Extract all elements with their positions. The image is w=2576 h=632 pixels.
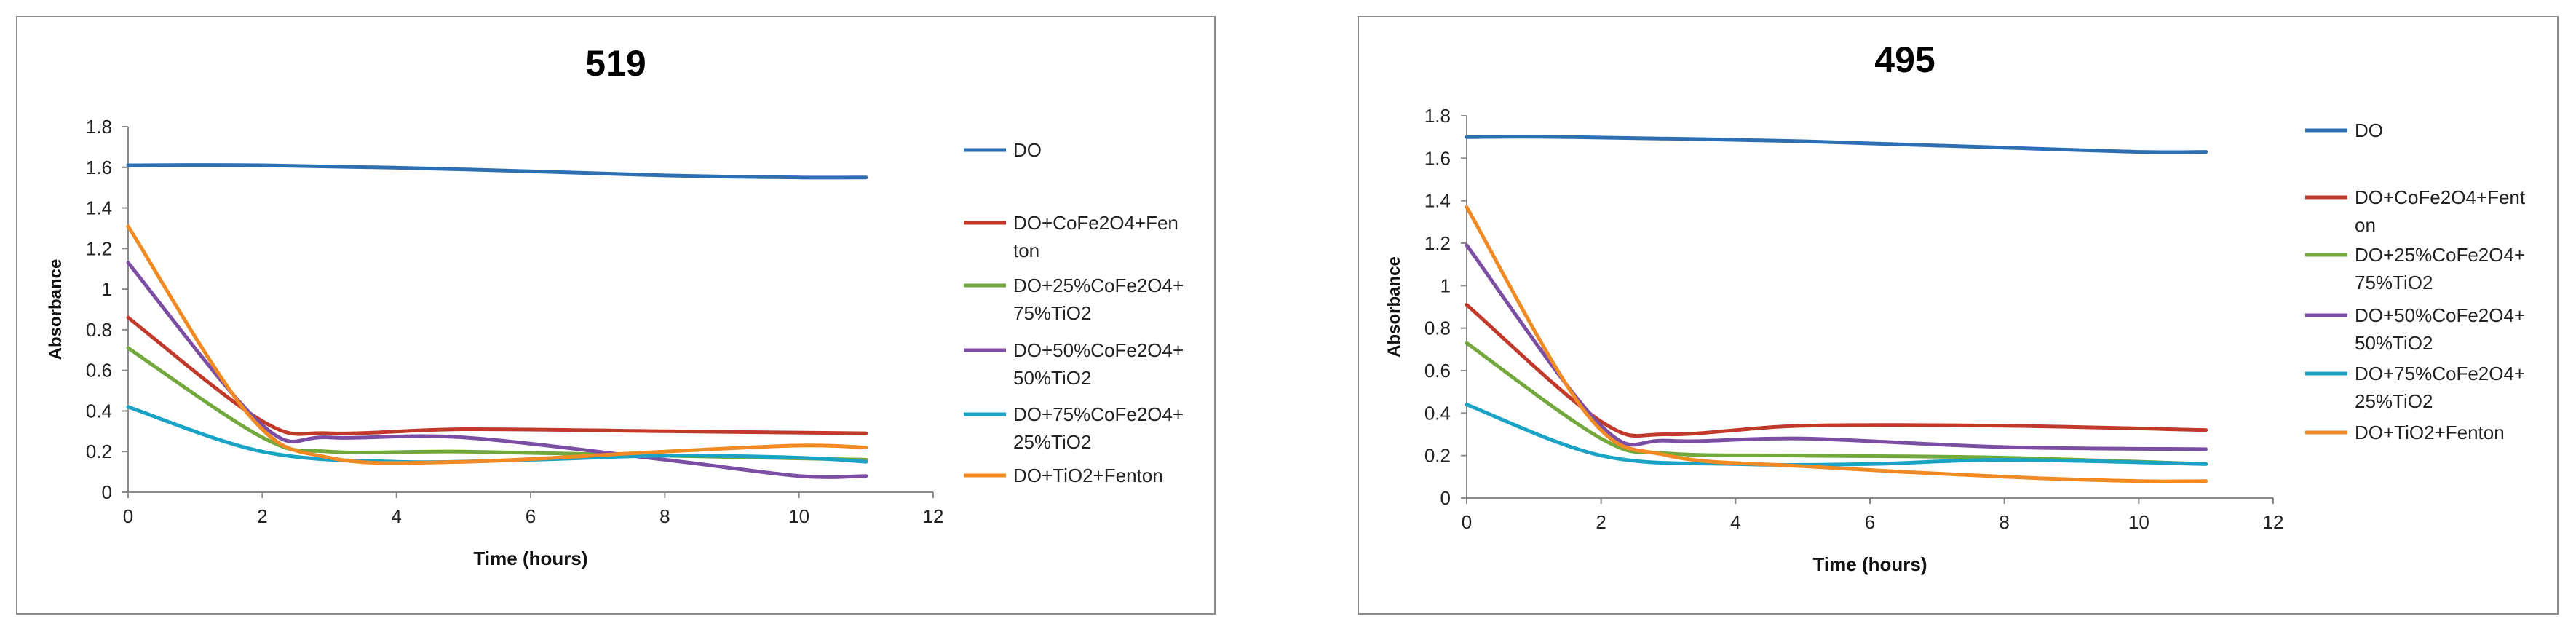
y-tick-label: 1: [102, 278, 112, 300]
y-tick-label: 0.4: [1424, 402, 1451, 424]
legend-label: DO: [2355, 119, 2383, 141]
chart-519: 519 0 0.2 0.4 0.6 0.8 1 1.2 1.4 1.6 1.8 0 2 4 6 8 10 12 Ti…: [46, 43, 1184, 569]
x-tick-label: 10: [2128, 511, 2149, 533]
legend-label: DO+CoFe2O4+Fen: [1013, 212, 1178, 234]
y-tick-label: 0: [102, 481, 112, 503]
legend-label: DO+75%CoFe2O4+: [1013, 403, 1184, 425]
x-tick-label: 12: [2263, 511, 2284, 533]
legend-label: DO+TiO2+Fenton: [2355, 422, 2505, 443]
series-line-0: [126, 163, 868, 180]
series-line-3: [1465, 243, 2208, 451]
legend-label: DO+50%CoFe2O4+: [1013, 339, 1184, 361]
legend-label: 75%TiO2: [1013, 302, 1091, 324]
legend-label: DO+CoFe2O4+Fent: [2355, 186, 2526, 208]
chart-title: 519: [585, 43, 646, 84]
series-line-1: [1465, 303, 2208, 438]
y-tick-label: 0.2: [86, 441, 112, 462]
legend-label: ton: [1013, 240, 1039, 261]
x-tick-label: 8: [659, 505, 670, 527]
x-tick-label: 4: [391, 505, 401, 527]
y-tick-label: 0.2: [1424, 445, 1451, 467]
chart-panel-519: 519 0 0.2 0.4 0.6 0.8 1 1.2 1.4 1.6 1.8 0 2 4 6 8 10 12 Ti…: [16, 16, 1216, 615]
series-line-0: [1465, 135, 2208, 154]
y-tick-label: 1.2: [86, 237, 112, 259]
y-tick-label: 1.8: [86, 116, 112, 138]
legend-label: DO+TiO2+Fenton: [1013, 465, 1163, 486]
series-line-5: [126, 224, 868, 465]
x-tick-label: 12: [923, 505, 944, 527]
y-tick-label: 1.4: [1424, 190, 1451, 212]
y-tick-label: 0.4: [86, 400, 112, 422]
y-tick-label: 1.6: [86, 157, 112, 178]
series-line-1: [126, 315, 868, 436]
series-line-4: [1465, 403, 2208, 467]
legend-label: DO+25%CoFe2O4+: [1013, 274, 1184, 296]
legend-label: 75%TiO2: [2355, 272, 2433, 293]
y-tick-label: 1.8: [1424, 105, 1451, 127]
x-tick-label: 8: [1999, 511, 2009, 533]
chart-495: 495 0 0.2 0.4 0.6 0.8 1 1.2 1.4 1.6 1.8 0 2 4 6 8 10 12 Ti…: [1384, 39, 2526, 575]
x-tick-label: 2: [257, 505, 267, 527]
legend-label: DO+25%CoFe2O4+: [2355, 244, 2525, 266]
x-axis-label: Time (hours): [474, 548, 588, 569]
y-tick-label: 1.6: [1424, 147, 1451, 169]
legend-label: 50%TiO2: [2355, 332, 2433, 354]
y-tick-label: 0: [1440, 487, 1451, 509]
legend-label: DO: [1013, 139, 1042, 161]
x-tick-label: 0: [123, 505, 133, 527]
x-tick-label: 0: [1462, 511, 1472, 533]
chart-panel-495: 495 0 0.2 0.4 0.6 0.8 1 1.2 1.4 1.6 1.8 0 2 4 6 8 10 12 Ti…: [1358, 16, 2559, 615]
y-tick-label: 1.4: [86, 197, 112, 219]
x-tick-label: 10: [788, 505, 809, 527]
legend-label: DO+75%CoFe2O4+: [2355, 363, 2525, 384]
legend-label: 25%TiO2: [2355, 390, 2433, 412]
x-tick-label: 2: [1596, 511, 1606, 533]
y-tick-label: 0.8: [1424, 317, 1451, 339]
legend-label: 25%TiO2: [1013, 431, 1091, 453]
x-tick-label: 6: [1865, 511, 1875, 533]
legend-label: DO+50%CoFe2O4+: [2355, 304, 2525, 326]
y-tick-label: 1: [1440, 274, 1451, 296]
legend-label: 50%TiO2: [1013, 367, 1091, 389]
y-axis-label: Absorbance: [46, 259, 66, 360]
y-tick-label: 0.8: [86, 319, 112, 341]
chart-title: 495: [1874, 39, 1935, 80]
legend-label: on: [2355, 214, 2376, 236]
y-axis-label: Absorbance: [1384, 256, 1404, 358]
x-axis-label: Time (hours): [1813, 553, 1927, 575]
x-tick-label: 6: [526, 505, 536, 527]
x-tick-label: 4: [1730, 511, 1740, 533]
y-tick-label: 0.6: [1424, 360, 1451, 382]
y-tick-label: 1.2: [1424, 232, 1451, 254]
y-tick-label: 0.6: [86, 360, 112, 382]
series-line-5: [1465, 205, 2208, 483]
